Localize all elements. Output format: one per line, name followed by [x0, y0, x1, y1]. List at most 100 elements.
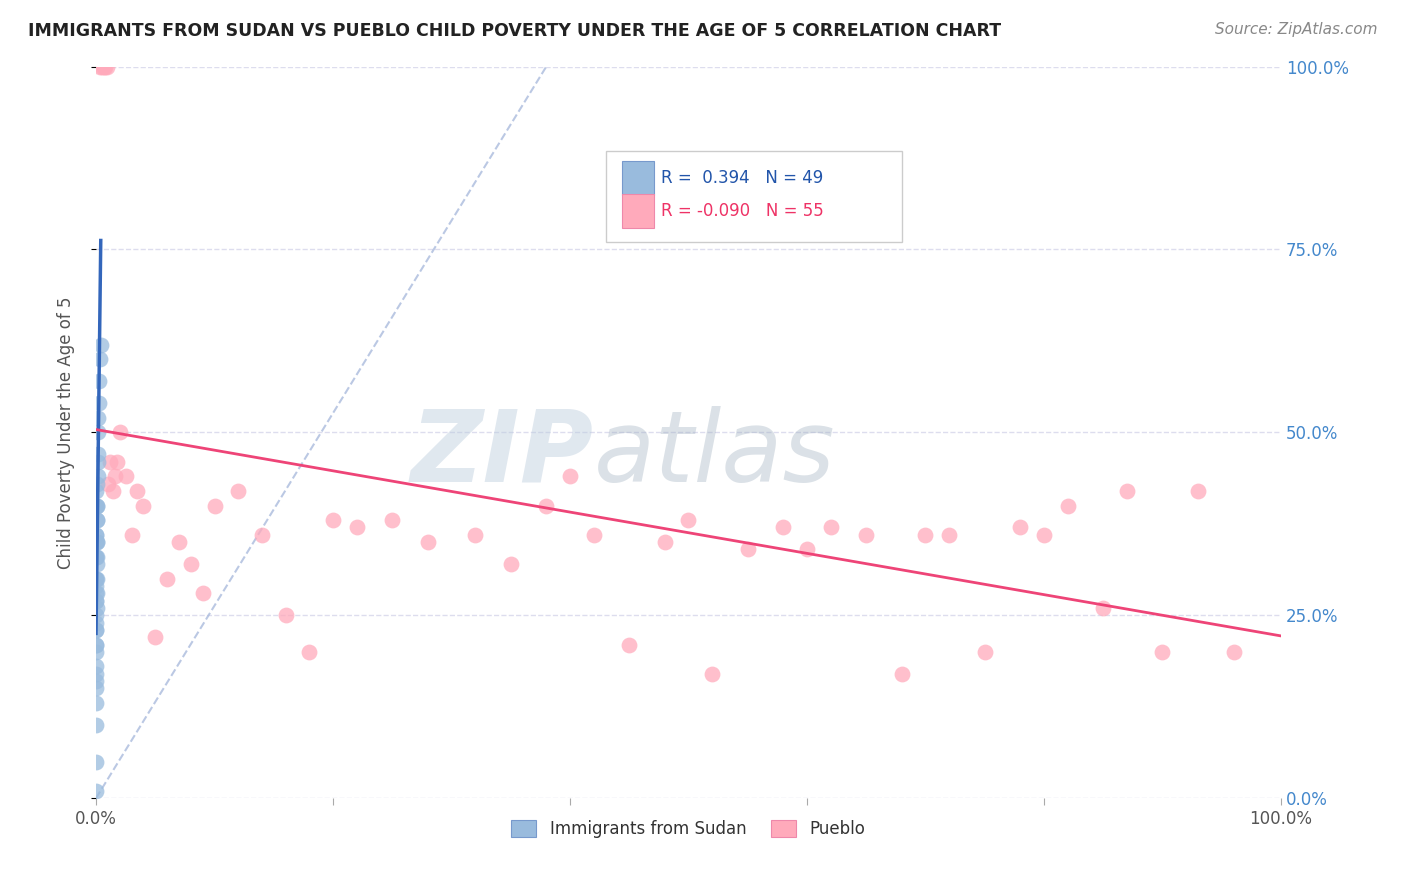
- Point: [105, 455, 128, 469]
- Point: [84, 623, 107, 637]
- Point: [143, 630, 166, 644]
- Point: [86, 579, 108, 593]
- Point: [464, 528, 486, 542]
- Point: [820, 520, 842, 534]
- Point: [914, 528, 936, 542]
- Point: [678, 513, 700, 527]
- Point: [84, 572, 107, 586]
- FancyBboxPatch shape: [606, 151, 901, 242]
- Point: [86, 528, 108, 542]
- Point: [180, 557, 202, 571]
- Point: [84, 528, 107, 542]
- Point: [90, 337, 112, 351]
- Point: [654, 535, 676, 549]
- Point: [86, 499, 108, 513]
- Point: [121, 528, 143, 542]
- Point: [86, 557, 108, 571]
- Point: [94, 60, 117, 74]
- Point: [973, 645, 995, 659]
- Point: [1187, 483, 1209, 498]
- Point: [86, 601, 108, 615]
- Point: [191, 586, 214, 600]
- Point: [87, 447, 110, 461]
- Point: [84, 638, 107, 652]
- Point: [1010, 520, 1032, 534]
- Point: [101, 483, 124, 498]
- Point: [298, 645, 321, 659]
- Point: [104, 469, 127, 483]
- Text: R =  0.394   N = 49: R = 0.394 N = 49: [661, 169, 824, 187]
- Point: [499, 557, 522, 571]
- Point: [86, 549, 108, 564]
- Point: [86, 666, 108, 681]
- Point: [84, 681, 107, 696]
- Point: [91, 60, 114, 74]
- Point: [86, 549, 108, 564]
- Point: [86, 535, 108, 549]
- Point: [84, 593, 107, 607]
- Point: [796, 542, 818, 557]
- Point: [1092, 601, 1115, 615]
- Point: [274, 608, 297, 623]
- Point: [86, 572, 108, 586]
- Point: [89, 60, 111, 74]
- Point: [86, 476, 108, 491]
- Point: [558, 469, 581, 483]
- Point: [84, 755, 107, 769]
- Text: atlas: atlas: [593, 406, 835, 503]
- Point: [127, 483, 149, 498]
- Point: [1116, 483, 1139, 498]
- Point: [84, 549, 107, 564]
- Point: [87, 410, 110, 425]
- Point: [86, 469, 108, 483]
- Point: [86, 586, 108, 600]
- Point: [96, 60, 118, 74]
- Text: ZIP: ZIP: [411, 406, 593, 503]
- Point: [619, 638, 641, 652]
- Point: [84, 593, 107, 607]
- Point: [86, 586, 108, 600]
- Point: [167, 535, 190, 549]
- Point: [98, 455, 121, 469]
- Point: [84, 645, 107, 659]
- Point: [86, 483, 108, 498]
- Point: [938, 528, 960, 542]
- Point: [890, 666, 912, 681]
- Point: [86, 513, 108, 527]
- Point: [114, 469, 136, 483]
- Point: [84, 659, 107, 673]
- Point: [86, 623, 108, 637]
- Point: [346, 520, 368, 534]
- Point: [97, 476, 120, 491]
- Point: [87, 425, 110, 440]
- Point: [226, 483, 249, 498]
- Point: [132, 499, 155, 513]
- Text: IMMIGRANTS FROM SUDAN VS PUEBLO CHILD POVERTY UNDER THE AGE OF 5 CORRELATION CHA: IMMIGRANTS FROM SUDAN VS PUEBLO CHILD PO…: [28, 22, 1001, 40]
- Point: [89, 352, 111, 367]
- Point: [204, 499, 226, 513]
- Point: [87, 374, 110, 388]
- Point: [737, 542, 759, 557]
- Point: [1033, 528, 1056, 542]
- Point: [156, 572, 179, 586]
- Point: [86, 455, 108, 469]
- Point: [86, 638, 108, 652]
- Point: [84, 499, 107, 513]
- Point: [93, 60, 115, 74]
- Point: [772, 520, 794, 534]
- Point: [250, 528, 273, 542]
- Point: [1056, 499, 1078, 513]
- Text: Source: ZipAtlas.com: Source: ZipAtlas.com: [1215, 22, 1378, 37]
- Point: [1152, 645, 1174, 659]
- Point: [84, 674, 107, 689]
- Point: [416, 535, 439, 549]
- Point: [86, 608, 108, 623]
- Point: [84, 572, 107, 586]
- Point: [84, 718, 107, 732]
- Point: [536, 499, 558, 513]
- Text: R = -0.090   N = 55: R = -0.090 N = 55: [661, 202, 824, 220]
- FancyBboxPatch shape: [621, 161, 654, 195]
- Point: [84, 696, 107, 710]
- Point: [582, 528, 605, 542]
- Point: [86, 535, 108, 549]
